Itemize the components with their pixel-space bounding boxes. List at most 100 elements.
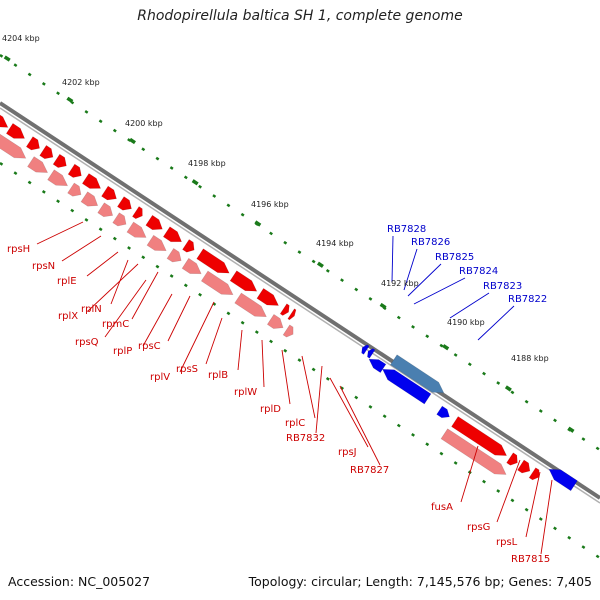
outer-tick-dot [240, 212, 245, 217]
inner-tick-dot [27, 180, 32, 185]
gene-label: rpsG [467, 522, 490, 533]
outer-tick-dot [155, 156, 160, 161]
major-tick [442, 344, 450, 351]
outer-tick-dot [354, 287, 359, 292]
major-tick [504, 385, 512, 392]
scale-label: 4194 kbp [316, 239, 354, 248]
forward-gene-light [440, 428, 507, 475]
inner-tick-dot [226, 311, 231, 316]
forward-gene [116, 196, 132, 211]
inner-tick-dot [127, 246, 131, 250]
forward-gene-light [67, 182, 82, 197]
gene-label: rpsS [176, 364, 198, 375]
scale-label: 4190 kbp [447, 318, 485, 327]
outer-tick-dot [482, 371, 486, 376]
outer-tick-dot [340, 278, 344, 283]
scale-label: 4200 kbp [125, 119, 163, 128]
forward-gene-light [47, 169, 69, 187]
major-tick [66, 96, 74, 103]
inner-tick-dot [396, 423, 401, 428]
outer-tick-dot [183, 175, 188, 180]
genome-info-text: Topology: circular; Length: 7,145,576 bp… [248, 574, 592, 589]
label-leader [205, 317, 223, 365]
gene-label: RB7825 [435, 252, 474, 263]
reverse-gene-steel [389, 354, 445, 394]
reverse-gene [367, 348, 376, 359]
outer-tick-dot [226, 203, 231, 208]
inner-tick-dot [311, 367, 316, 372]
outer-tick-dot [325, 268, 330, 273]
label-leader [179, 301, 215, 373]
forward-gene-light [234, 292, 267, 318]
scale-label: 4198 kbp [188, 159, 226, 168]
gene-label: rplB [208, 370, 228, 381]
inner-tick-dot [368, 404, 373, 409]
label-leader [391, 235, 394, 283]
gene-label: RB7827 [350, 465, 389, 476]
outer-tick-dot [595, 446, 600, 451]
outer-tick-dot [368, 296, 373, 301]
label-leader [281, 349, 291, 405]
outer-tick-dot [269, 231, 273, 236]
gene-label: RB7823 [483, 281, 522, 292]
reverse-gene [361, 344, 370, 355]
inner-tick-dot [382, 414, 387, 419]
forward-gene-light [181, 257, 202, 275]
label-leader [339, 385, 381, 466]
outer-tick-dot [553, 418, 557, 423]
forward-gene [162, 226, 183, 243]
inner-tick-dot [354, 395, 359, 400]
outer-tick-dot [396, 315, 401, 320]
tick-layer [0, 53, 600, 559]
inner-tick-dot [482, 479, 486, 484]
inner-tick-dot [496, 489, 501, 493]
forward-gene [101, 185, 117, 201]
outer-tick-dot [41, 81, 46, 86]
outer-tick-dot [297, 250, 302, 254]
outer-tick-dot [467, 362, 472, 367]
inner-tick-dot [453, 461, 458, 465]
inner-tick-dot [155, 264, 160, 269]
outer-tick-dot [84, 110, 89, 114]
gene-label: RB7815 [511, 554, 550, 565]
label-leader [329, 377, 369, 448]
forward-gene [25, 136, 40, 151]
inner-tick-dot [524, 507, 529, 512]
outer-tick-dot [524, 399, 529, 404]
label-leader [61, 235, 102, 262]
label-leader [525, 471, 541, 538]
gene-label: RB7824 [459, 266, 498, 277]
inner-tick-dot [595, 554, 600, 559]
forward-gene [279, 303, 290, 316]
gene-label: fusA [431, 502, 453, 513]
inner-tick-dot [411, 433, 415, 437]
outer-tick-dot [538, 409, 543, 413]
gene-label: rplW [234, 387, 257, 398]
label-leader [86, 251, 119, 277]
gene-label: rplE [57, 276, 77, 287]
forward-gene [182, 239, 195, 253]
forward-gene-light [27, 156, 49, 173]
forward-gene [131, 206, 143, 220]
gene-label: rpmC [102, 319, 129, 330]
outer-tick-dot [439, 343, 444, 348]
label-leader [460, 445, 479, 503]
outer-tick-dot [198, 184, 202, 189]
outer-tick-dot [411, 325, 415, 329]
major-tick [129, 137, 136, 145]
label-leader [477, 305, 515, 341]
gene-label: rpsN [32, 261, 55, 272]
gene-label: RB7822 [508, 294, 547, 305]
inner-tick-dot [84, 218, 89, 222]
forward-gene [5, 122, 26, 139]
label-leader [403, 248, 418, 291]
scale-label: 4202 kbp [62, 78, 100, 87]
accession-text: Accession: NC_005027 [8, 574, 151, 589]
outer-tick-dot [510, 390, 515, 395]
backbone [0, 101, 600, 504]
inner-tick-dot [169, 274, 174, 278]
gene-label: RB7832 [286, 433, 325, 444]
outer-tick-dot [453, 353, 458, 357]
gene-label: rplP [113, 346, 132, 357]
